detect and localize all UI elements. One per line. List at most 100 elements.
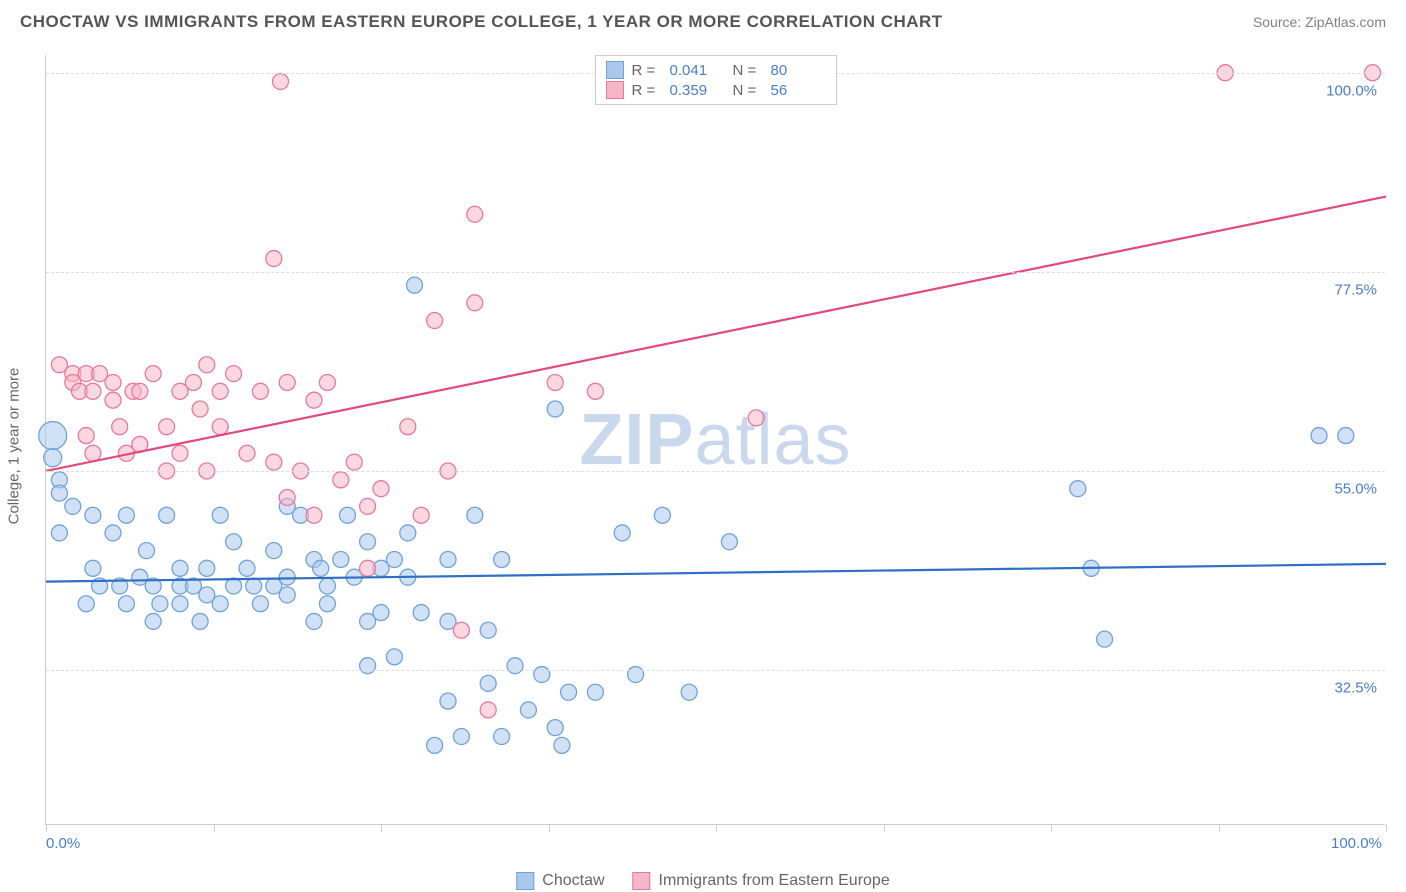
data-point xyxy=(547,401,563,417)
data-point xyxy=(386,551,402,567)
data-point xyxy=(547,374,563,390)
data-point xyxy=(386,649,402,665)
legend-stats: R = 0.041 N = 80 R = 0.359 N = 56 xyxy=(595,55,837,105)
data-point xyxy=(360,498,376,514)
data-point xyxy=(534,667,550,683)
data-point xyxy=(319,374,335,390)
data-point xyxy=(306,392,322,408)
data-point xyxy=(85,445,101,461)
x-tick xyxy=(1051,824,1052,832)
x-tick xyxy=(46,824,47,832)
data-point xyxy=(346,454,362,470)
data-point xyxy=(333,472,349,488)
n-label: N = xyxy=(733,82,763,99)
gridline xyxy=(46,272,1385,273)
chart-title: CHOCTAW VS IMMIGRANTS FROM EASTERN EUROP… xyxy=(20,12,943,32)
data-point xyxy=(212,507,228,523)
data-point xyxy=(172,596,188,612)
gridline xyxy=(46,471,1385,472)
r-label: R = xyxy=(632,82,662,99)
x-tick-label: 0.0% xyxy=(46,835,80,852)
data-point xyxy=(172,445,188,461)
data-point xyxy=(306,613,322,629)
x-tick xyxy=(214,824,215,832)
data-point xyxy=(467,206,483,222)
data-point xyxy=(118,507,134,523)
data-point xyxy=(400,525,416,541)
data-point xyxy=(628,667,644,683)
x-tick xyxy=(1386,824,1387,832)
data-point xyxy=(547,720,563,736)
legend-label-1: Immigrants from Eastern Europe xyxy=(659,872,890,890)
data-point xyxy=(279,587,295,603)
data-point xyxy=(554,737,570,753)
data-point xyxy=(480,675,496,691)
data-point xyxy=(199,560,215,576)
data-point xyxy=(159,419,175,435)
data-point xyxy=(413,605,429,621)
trend-line xyxy=(46,197,1386,471)
y-tick-label: 55.0% xyxy=(1334,480,1377,497)
legend-label-0: Choctaw xyxy=(542,872,604,890)
y-tick-label: 100.0% xyxy=(1326,82,1377,99)
data-point xyxy=(681,684,697,700)
data-point xyxy=(587,383,603,399)
n-value-0: 80 xyxy=(771,62,826,79)
legend-stats-row: R = 0.359 N = 56 xyxy=(606,80,826,100)
data-point xyxy=(105,392,121,408)
data-point xyxy=(132,383,148,399)
swatch-series-0 xyxy=(606,61,624,79)
data-point xyxy=(507,658,523,674)
chart-plot-area: ZIPatlas R = 0.041 N = 80 R = 0.359 N = … xyxy=(45,55,1385,825)
y-axis-title: College, 1 year or more xyxy=(6,368,23,525)
data-point xyxy=(480,702,496,718)
data-point xyxy=(279,374,295,390)
data-point xyxy=(407,277,423,293)
data-point xyxy=(279,569,295,585)
data-point xyxy=(85,383,101,399)
data-point xyxy=(266,543,282,559)
data-point xyxy=(373,605,389,621)
data-point xyxy=(440,693,456,709)
data-point xyxy=(561,684,577,700)
swatch-series-1 xyxy=(633,872,651,890)
data-point xyxy=(319,596,335,612)
data-point xyxy=(226,534,242,550)
data-point xyxy=(78,596,94,612)
data-point xyxy=(413,507,429,523)
r-value-1: 0.359 xyxy=(670,82,725,99)
data-point xyxy=(105,525,121,541)
data-point xyxy=(340,507,356,523)
data-point xyxy=(226,578,242,594)
data-point xyxy=(494,728,510,744)
data-point xyxy=(319,578,335,594)
x-tick-label: 100.0% xyxy=(1331,835,1382,852)
data-point xyxy=(226,366,242,382)
data-point xyxy=(139,543,155,559)
data-point xyxy=(306,507,322,523)
data-point xyxy=(51,485,67,501)
y-tick-label: 77.5% xyxy=(1334,281,1377,298)
data-point xyxy=(721,534,737,550)
data-point xyxy=(212,383,228,399)
data-point xyxy=(400,419,416,435)
data-point xyxy=(453,622,469,638)
data-point xyxy=(39,422,67,450)
legend-bottom: Choctaw Immigrants from Eastern Europe xyxy=(516,872,889,890)
data-point xyxy=(172,560,188,576)
r-label: R = xyxy=(632,62,662,79)
x-tick xyxy=(549,824,550,832)
data-point xyxy=(212,419,228,435)
data-point xyxy=(78,428,94,444)
data-point xyxy=(252,596,268,612)
data-point xyxy=(373,481,389,497)
data-point xyxy=(427,737,443,753)
swatch-series-0 xyxy=(516,872,534,890)
data-point xyxy=(145,613,161,629)
data-point xyxy=(246,578,262,594)
data-point xyxy=(279,490,295,506)
legend-item-1: Immigrants from Eastern Europe xyxy=(633,872,890,890)
data-point xyxy=(51,525,67,541)
data-point xyxy=(266,454,282,470)
data-point xyxy=(85,507,101,523)
